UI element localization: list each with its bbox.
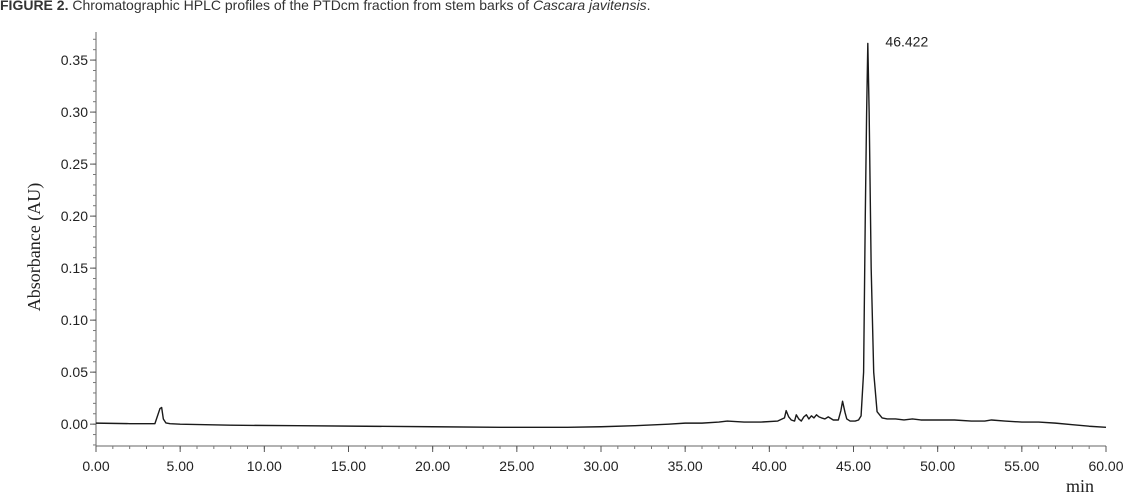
y-tick-label: 0.25 bbox=[61, 156, 88, 172]
caption-species: Cascara javitensis bbox=[532, 0, 647, 13]
x-tick-label: 15.00 bbox=[331, 458, 366, 474]
x-tick-label: 10.00 bbox=[247, 458, 282, 474]
x-tick-label: 50.00 bbox=[920, 458, 955, 474]
y-tick-label: 0.20 bbox=[61, 208, 88, 224]
x-tick-label: 5.00 bbox=[167, 458, 194, 474]
y-tick-label: 0.15 bbox=[61, 260, 88, 276]
x-tick-label: 35.00 bbox=[668, 458, 703, 474]
y-tick-label: 0.30 bbox=[61, 104, 88, 120]
x-tick-label: 30.00 bbox=[583, 458, 618, 474]
caption-end: . bbox=[646, 0, 651, 13]
y-tick-label: 0.00 bbox=[61, 416, 88, 432]
figure-caption: FIGURE 2. Chromatographic HPLC profiles … bbox=[0, 0, 650, 14]
y-ticks: 0.00 0.05 0.10 0.15 0.20 0.25 0.30 0.35 bbox=[61, 38, 96, 446]
y-axis-title: Absorbance (AU) bbox=[24, 183, 45, 311]
caption-text: Chromatographic HPLC profiles of the PTD… bbox=[68, 0, 533, 13]
peak-label: 46.422 bbox=[885, 33, 928, 49]
peak-annotations: 46.422 bbox=[885, 33, 928, 49]
x-tick-label: 40.00 bbox=[752, 458, 787, 474]
x-tick-label: 25.00 bbox=[499, 458, 534, 474]
x-tick-label: 20.00 bbox=[415, 458, 450, 474]
y-tick-label: 0.35 bbox=[61, 52, 88, 68]
x-ticks: 0.00 5.00 10.00 15.00 20.00 25.00 30.00 35.00 40… bbox=[82, 446, 1124, 474]
x-tick-label: 0.00 bbox=[82, 458, 109, 474]
x-tick-label: 45.00 bbox=[836, 458, 871, 474]
chromatogram-trace bbox=[95, 42, 1107, 428]
x-axis-title: min bbox=[1066, 476, 1094, 496]
axes: 0.00 0.05 0.10 0.15 0.20 0.25 0.30 0.35 0.00 5.0… bbox=[61, 32, 1124, 474]
y-tick-label: 0.05 bbox=[61, 364, 88, 380]
x-tick-label: 60.00 bbox=[1088, 458, 1123, 474]
x-tick-label: 55.00 bbox=[1004, 458, 1039, 474]
caption-lead: FIGURE 2. bbox=[0, 0, 69, 13]
y-tick-label: 0.10 bbox=[61, 312, 88, 328]
